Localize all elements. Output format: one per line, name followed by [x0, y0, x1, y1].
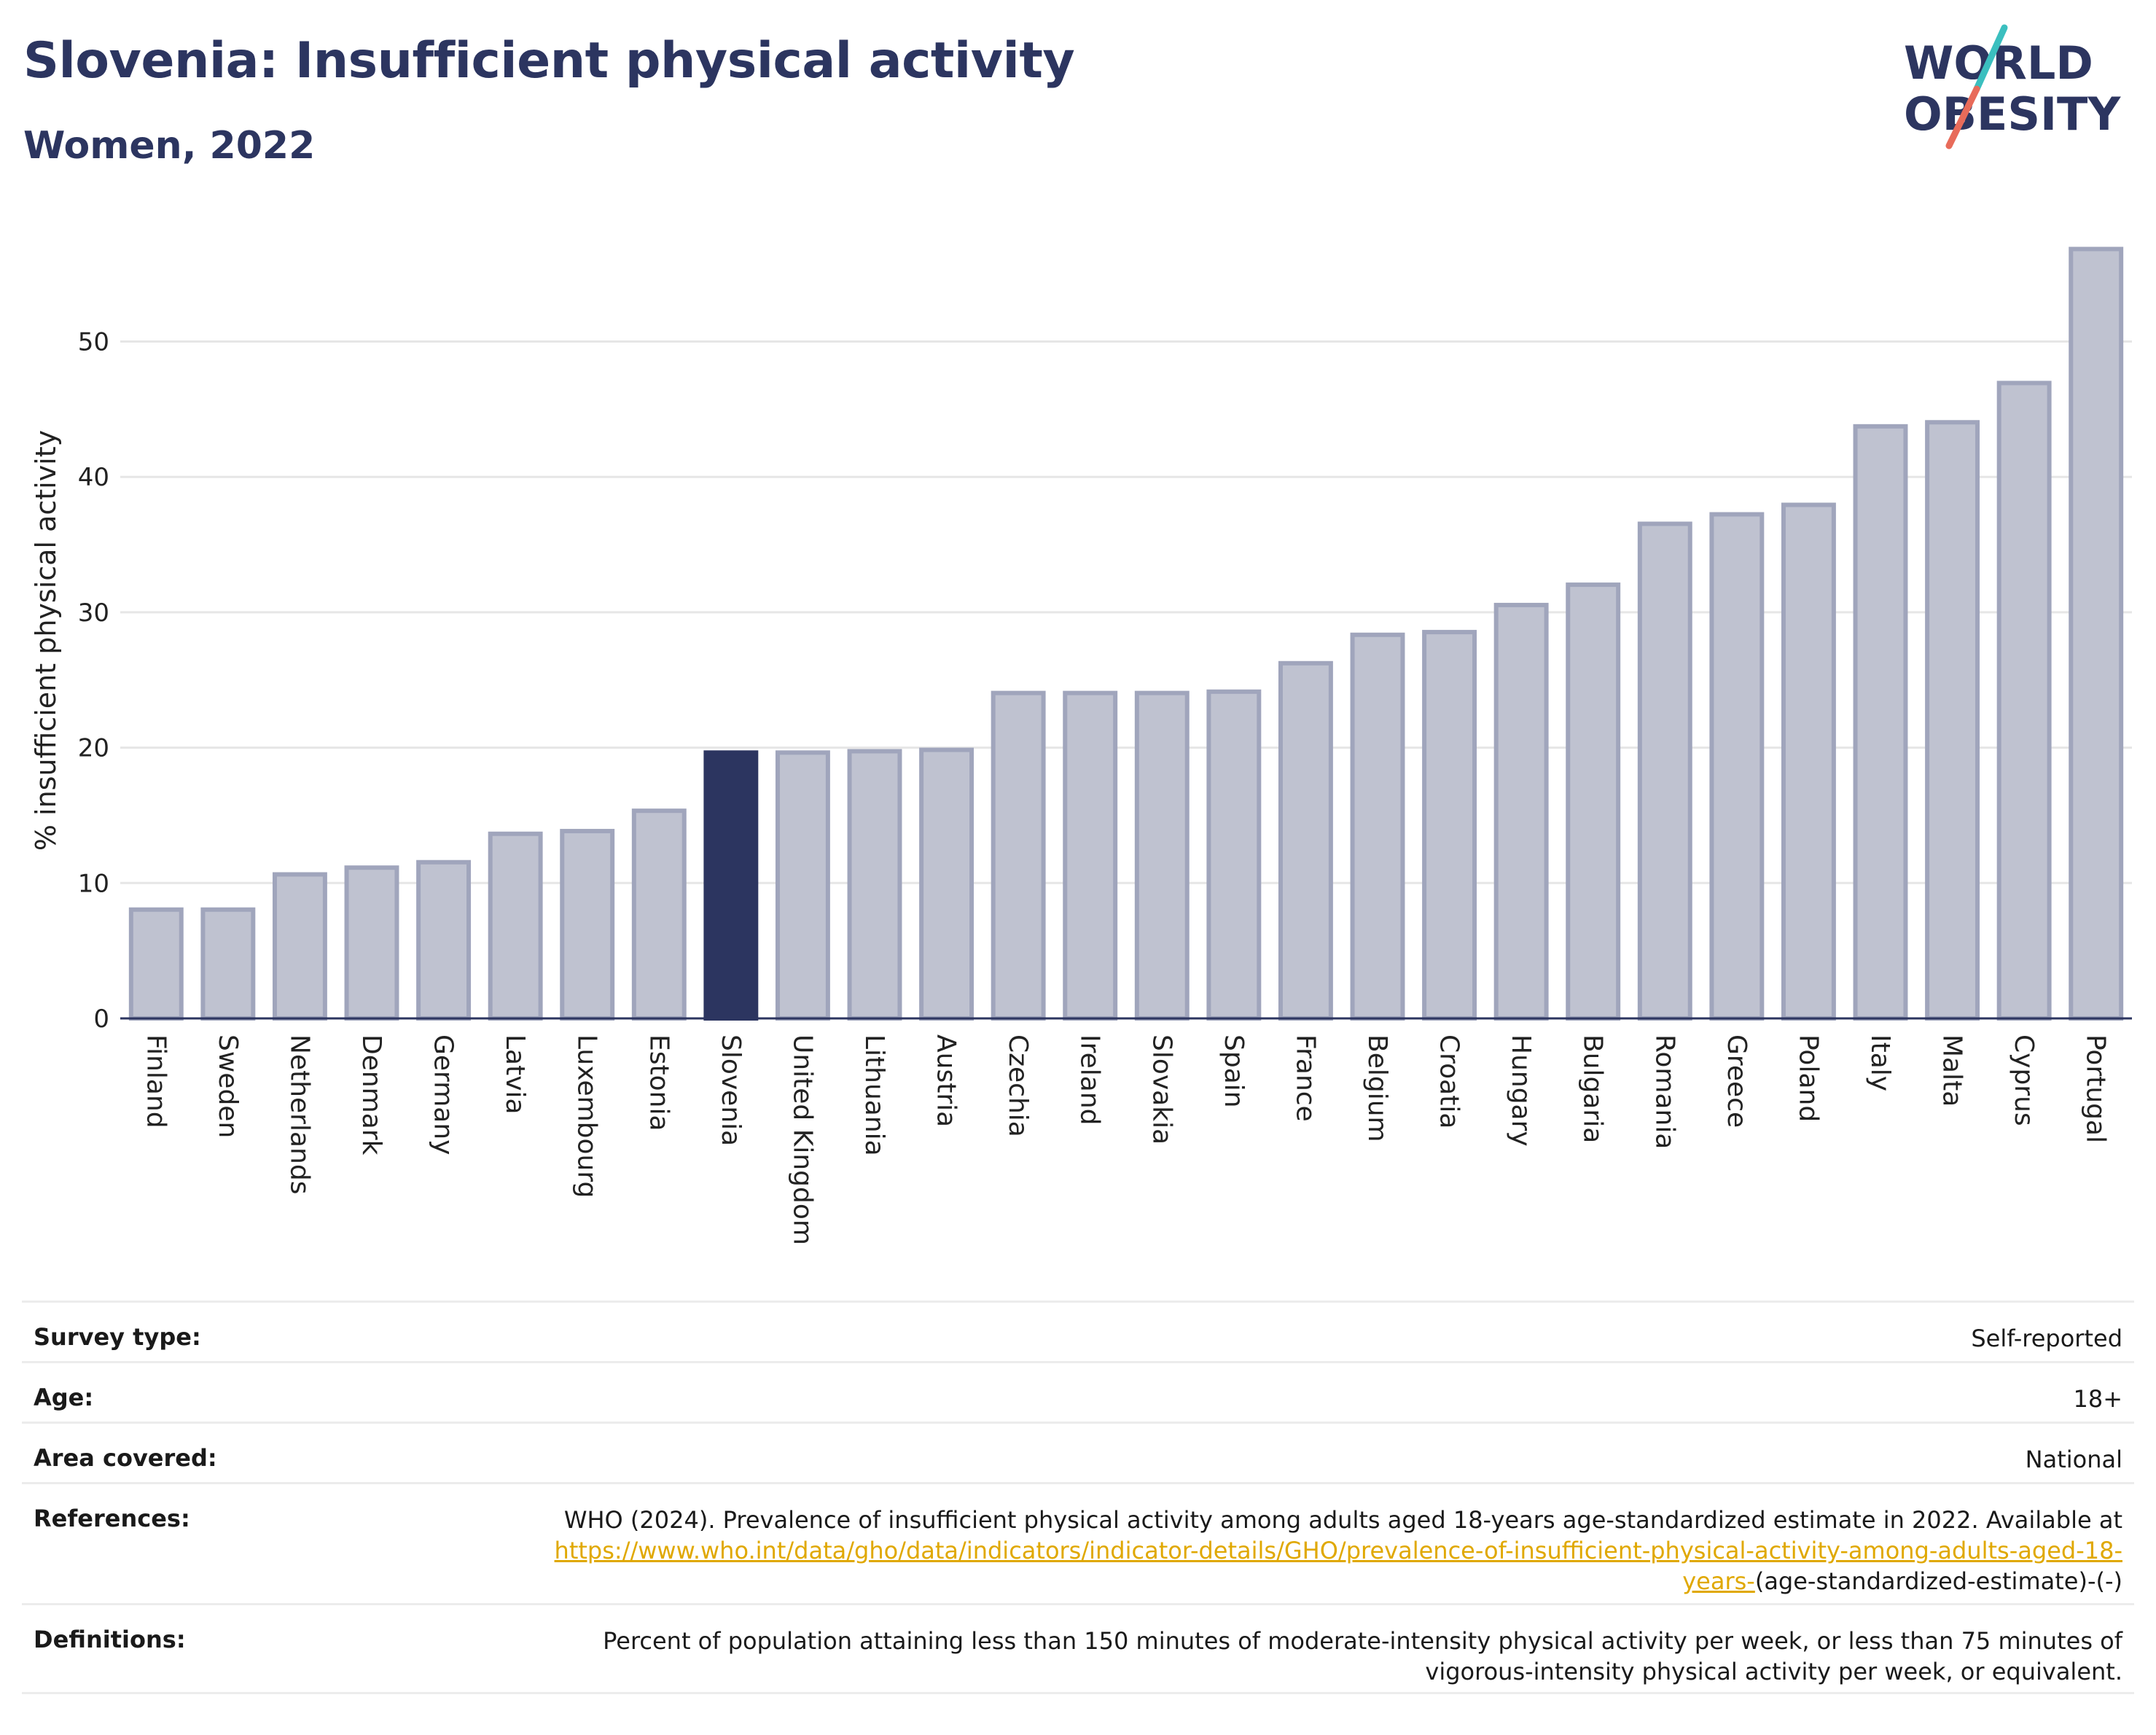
- bar-malta: [1925, 420, 1980, 1021]
- x-tick-label: Germany: [429, 1034, 458, 1155]
- x-tick-label: Hungary: [1506, 1034, 1536, 1147]
- bar-latvia: [488, 831, 543, 1021]
- bar-germany: [416, 859, 472, 1021]
- detail-label: Age:: [34, 1384, 94, 1411]
- x-tick-label: Luxembourg: [572, 1034, 602, 1198]
- bar-france: [1278, 660, 1333, 1021]
- bar-poland: [1781, 502, 1836, 1021]
- bar-denmark: [344, 865, 399, 1021]
- x-tick-label: Latvia: [500, 1034, 530, 1115]
- x-tick-label: Estonia: [644, 1034, 673, 1131]
- bar-greece: [1709, 512, 1765, 1021]
- y-tick-label: 30: [78, 599, 109, 628]
- axes: 0 10 20 30 40 50 % insufficient physical activ…: [30, 328, 2132, 1034]
- detail-value: 18+: [2073, 1385, 2122, 1413]
- bar-spain: [1206, 689, 1262, 1021]
- x-tick-label: Belgium: [1362, 1034, 1392, 1142]
- detail-row-age: Age: 18+: [22, 1361, 2134, 1422]
- logo-slash-top: [1973, 24, 2008, 93]
- x-tick-label: Sweden: [213, 1034, 243, 1138]
- detail-row-definitions: Definitions: Percent of population attai…: [22, 1603, 2134, 1694]
- detail-value: WHO (2024). Prevalence of insufficient p…: [483, 1505, 2122, 1596]
- x-tick-label: Czechia: [1003, 1034, 1033, 1137]
- bar-netherlands: [272, 872, 327, 1021]
- bar-sweden: [200, 907, 256, 1021]
- x-tick-label: Netherlands: [284, 1034, 314, 1194]
- bar-croatia: [1422, 630, 1477, 1021]
- x-tick-label: Denmark: [356, 1034, 386, 1155]
- bar-portugal: [2069, 246, 2124, 1021]
- detail-row-area: Area covered: National: [22, 1422, 2134, 1482]
- y-tick-label: 10: [78, 869, 109, 898]
- x-tick-label: Bulgaria: [1578, 1034, 1608, 1143]
- detail-value: National: [2025, 1446, 2122, 1473]
- bar-cyprus: [1996, 381, 2052, 1021]
- bar-belgium: [1350, 632, 1405, 1021]
- y-tick-label: 0: [93, 1005, 109, 1034]
- y-tick-label: 50: [78, 328, 109, 357]
- detail-row-survey-type: Survey type: Self-reported: [22, 1301, 2134, 1361]
- x-tick-label: Poland: [1793, 1034, 1823, 1122]
- bar-united-kingdom: [775, 750, 830, 1021]
- bar-hungary: [1493, 602, 1549, 1021]
- x-tick-label: Portugal: [2081, 1034, 2111, 1143]
- x-tick-label: France: [1290, 1034, 1320, 1122]
- logo-slash-bottom: [1945, 85, 1980, 149]
- bar-bulgaria: [1566, 582, 1621, 1021]
- bar-ireland: [1063, 690, 1118, 1021]
- x-tick-label: Malta: [1937, 1034, 1967, 1107]
- bar-romania: [1637, 521, 1692, 1021]
- details-table: Survey type: Self-reported Age: 18+ Area…: [22, 1301, 2134, 1694]
- detail-label: Survey type:: [34, 1323, 201, 1351]
- x-tick-label: Croatia: [1434, 1034, 1464, 1128]
- x-tick-label: Austria: [931, 1034, 961, 1127]
- page-title: Slovenia: Insufficient physical activity: [23, 32, 1075, 90]
- reference-link[interactable]: https://www.who.int/data/gho/data/indica…: [554, 1537, 2122, 1595]
- detail-label: Area covered:: [34, 1444, 217, 1472]
- reference-text: WHO (2024). Prevalence of insufficient p…: [563, 1506, 2122, 1534]
- bars: [128, 246, 2124, 1021]
- y-tick-label: 20: [78, 734, 109, 763]
- bar-lithuania: [847, 749, 902, 1021]
- bar-estonia: [631, 808, 687, 1021]
- detail-label: References:: [34, 1505, 190, 1532]
- y-tick-label: 40: [78, 463, 109, 492]
- reference-suffix: (age-standardized-estimate)-(-): [1754, 1567, 2122, 1595]
- bar-slovenia: [703, 750, 759, 1021]
- x-tick-label: Spain: [1219, 1034, 1249, 1108]
- x-tick-label: Ireland: [1075, 1034, 1105, 1126]
- x-tick-label: Slovenia: [716, 1034, 746, 1146]
- x-tick-label: Cyprus: [2009, 1034, 2039, 1126]
- y-axis-label: % insufficient physical activity: [30, 430, 62, 851]
- detail-label: Definitions:: [34, 1626, 186, 1653]
- bar-slovakia: [1134, 690, 1190, 1021]
- x-tick-label: Italy: [1865, 1034, 1895, 1091]
- x-tick-label: Greece: [1722, 1034, 1751, 1128]
- logo-line2: OBESITY: [1904, 87, 2121, 141]
- x-tick-label: Finland: [141, 1034, 171, 1128]
- bar-czechia: [991, 690, 1046, 1021]
- x-tick-label: Lithuania: [859, 1034, 889, 1156]
- x-tick-label: United Kingdom: [787, 1034, 817, 1245]
- bar-chart: 0 10 20 30 40 50 % insufficient physical activ…: [30, 246, 2132, 1245]
- detail-value: Percent of population attaining less tha…: [603, 1627, 2122, 1685]
- x-tick-label: Romania: [1649, 1034, 1679, 1149]
- page-subtitle: Women, 2022: [23, 124, 316, 168]
- bar-finland: [128, 907, 184, 1021]
- category-labels: Finland Sweden Netherlands Denmark Germany La…: [141, 1034, 2110, 1245]
- bar-italy: [1853, 424, 1908, 1021]
- world-obesity-logo: WORLD OBESITY: [1904, 24, 2121, 149]
- detail-row-references: References: WHO (2024). Prevalence of in…: [22, 1482, 2134, 1603]
- bar-austria: [919, 747, 975, 1021]
- bar-luxembourg: [560, 829, 615, 1021]
- detail-value: Self-reported: [1971, 1325, 2122, 1352]
- x-tick-label: Slovakia: [1147, 1034, 1176, 1145]
